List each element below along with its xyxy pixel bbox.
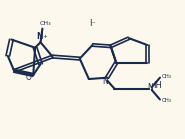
Text: N: N — [147, 83, 153, 92]
Text: O: O — [26, 73, 32, 82]
Text: CH₃: CH₃ — [162, 98, 172, 103]
Text: N: N — [36, 32, 43, 41]
Text: N: N — [102, 77, 108, 86]
Text: CH₃: CH₃ — [162, 74, 172, 79]
Text: +: + — [43, 34, 48, 39]
Text: CH₃: CH₃ — [39, 21, 51, 26]
Text: I⁻: I⁻ — [89, 19, 96, 28]
Text: IH: IH — [153, 81, 162, 90]
